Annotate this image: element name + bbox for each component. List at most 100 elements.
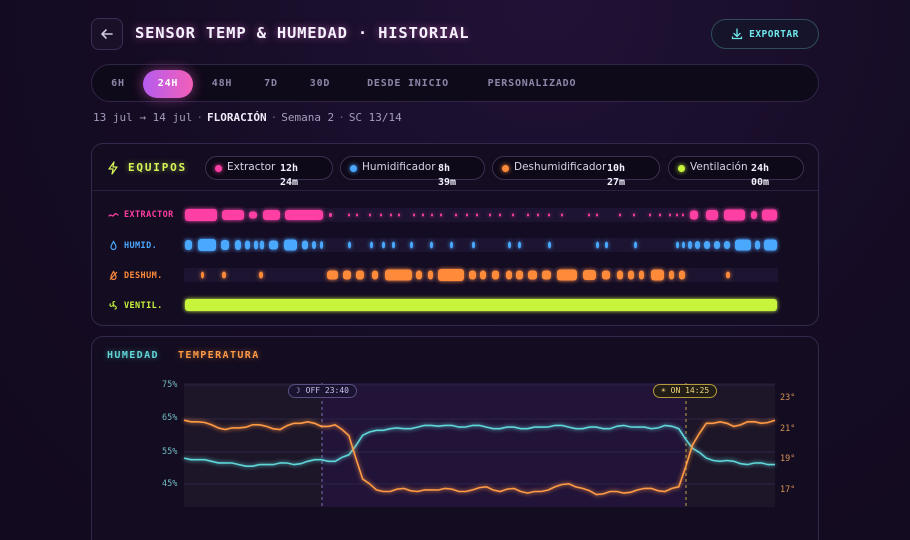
chip-label: Deshumidificador xyxy=(514,161,607,173)
chip-ventilacion[interactable]: Ventilación 24h 00m xyxy=(668,156,804,188)
timeline-segment xyxy=(392,241,395,249)
tab-7d[interactable]: 7D xyxy=(264,78,278,89)
timeline-segment xyxy=(382,241,385,249)
timeline-segment xyxy=(222,271,226,279)
timeline-segment xyxy=(649,213,651,217)
timeline-segment xyxy=(527,213,529,217)
timeline-segment xyxy=(348,213,350,217)
timeline-segment xyxy=(751,211,757,219)
timeline-segment xyxy=(724,209,745,221)
timeline-segment xyxy=(235,240,241,250)
timeline-segment xyxy=(669,213,671,217)
equipment-timeline xyxy=(184,208,778,312)
timeline-segment xyxy=(682,213,684,217)
timeline-segment xyxy=(254,240,258,250)
timeline-segment xyxy=(508,241,511,249)
tab-24h[interactable]: 24H xyxy=(143,70,193,98)
chip-extractor[interactable]: Extractor 12h 24m xyxy=(205,156,333,188)
chip-value: 12h 24m xyxy=(280,163,299,188)
tab-desde-inicio[interactable]: DESDE INICIO xyxy=(367,78,449,89)
tab-48h[interactable]: 48H xyxy=(211,78,233,89)
timeline-segment xyxy=(633,213,635,217)
timeline-segment xyxy=(682,241,685,249)
timeline-segment xyxy=(617,270,623,280)
week-label: Semana 2 xyxy=(281,111,335,124)
extractor-dot xyxy=(215,165,222,172)
timeline-segment xyxy=(428,270,433,280)
download-icon xyxy=(731,28,743,40)
page-title: SENSOR TEMP & HUMEDAD · HISTORIAL xyxy=(135,24,470,42)
timeline-segment xyxy=(185,240,192,250)
row-label-humid: HUMID. xyxy=(108,240,157,251)
timeline-segment xyxy=(430,241,433,249)
timeline-segment xyxy=(542,270,551,280)
timeline-segment xyxy=(669,270,674,280)
timeline-segment xyxy=(390,213,392,217)
tab-personalizado[interactable]: PERSONALIZADO xyxy=(487,78,577,89)
lights-off-marker: ☽ OFF 23:40 xyxy=(288,384,357,398)
tab-6h[interactable]: 6H xyxy=(111,78,125,89)
timeline-segment xyxy=(480,270,486,280)
timeline-segment xyxy=(548,213,550,217)
legend-temperatura[interactable]: TEMPERATURA xyxy=(178,350,260,361)
date-range: 13 jul → 14 jul xyxy=(93,111,193,124)
chip-humidificador[interactable]: Humidificador 8h 39m xyxy=(340,156,485,188)
timeline-segment xyxy=(285,210,323,220)
timeline-segment xyxy=(762,209,777,221)
timeline-segment xyxy=(596,213,598,217)
climate-chart-panel: HUMEDAD TEMPERATURA 75% 65% 55% 45% 23° … xyxy=(91,336,819,540)
series-line-humedad xyxy=(183,424,775,467)
timeline-segment xyxy=(724,241,730,249)
timeline-segment xyxy=(416,270,422,280)
timeline-segment xyxy=(492,270,499,280)
range-selector: 6H 24H 48H 7D 30D DESDE INICIO PERSONALI… xyxy=(91,64,819,102)
y-left-tick: 55% xyxy=(162,447,178,457)
legend-humedad[interactable]: HUMEDAD xyxy=(107,350,159,361)
timeline-segment xyxy=(380,213,382,217)
chip-value: 10h 27m xyxy=(607,163,626,188)
timeline-segment xyxy=(410,241,413,249)
timeline-segment xyxy=(327,270,338,280)
row-label-ventil: VENTIL. xyxy=(108,300,163,311)
timeline-segment xyxy=(343,270,351,280)
timeline-segment xyxy=(512,213,514,217)
timeline-segment xyxy=(221,240,229,250)
lights-on-marker: ☀ ON 14:25 xyxy=(653,384,718,398)
timeline-segment xyxy=(422,213,424,217)
timeline-segment xyxy=(602,270,610,280)
row-label-deshum: DESHUM. xyxy=(108,270,163,281)
timeline-segment xyxy=(249,211,257,219)
timeline-segment xyxy=(605,241,608,249)
equipment-panel: EQUIPOS Extractor 12h 24m Humidificador 8… xyxy=(91,143,819,326)
sc-label: SC 13/14 xyxy=(348,111,402,124)
timeline-segment xyxy=(185,299,777,311)
export-label: EXPORTAR xyxy=(749,28,799,40)
timeline-segment xyxy=(259,271,263,279)
timeline-segment xyxy=(489,213,491,217)
timeline-segment xyxy=(320,241,323,249)
timeline-segment xyxy=(651,269,664,281)
timeline-segment xyxy=(537,213,539,217)
climate-line-chart xyxy=(183,383,776,507)
timeline-segment xyxy=(269,240,278,250)
timeline-segment xyxy=(370,241,373,249)
chip-deshumidificador[interactable]: Deshumidificador 10h 27m xyxy=(492,156,660,188)
timeline-segment xyxy=(198,239,216,251)
timeline-segment xyxy=(516,270,523,280)
chip-label: Ventilación xyxy=(690,161,748,173)
export-button[interactable]: EXPORTAR xyxy=(711,19,819,49)
arrow-left-icon xyxy=(101,29,113,39)
stage-label: FLORACIÓN xyxy=(206,111,267,124)
chip-label: Extractor xyxy=(227,161,276,173)
timeline-segment xyxy=(302,240,308,250)
timeline-segment xyxy=(619,213,621,217)
tab-30d[interactable]: 30D xyxy=(309,78,331,89)
timeline-segment xyxy=(628,270,634,280)
y-left-tick: 65% xyxy=(162,413,178,423)
timeline-segment xyxy=(356,213,358,217)
back-button[interactable] xyxy=(91,18,123,50)
timeline-segment xyxy=(431,213,433,217)
timeline-segment xyxy=(398,213,400,217)
timeline-segment xyxy=(588,213,590,217)
timeline-segment xyxy=(472,241,475,249)
